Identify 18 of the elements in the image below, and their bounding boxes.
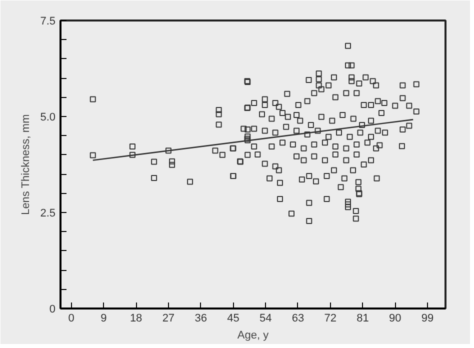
- y-tick-label: 7.5: [40, 16, 56, 28]
- y-axis-title: Lens Thickness, mm: [20, 114, 32, 215]
- x-tick-label: 90: [389, 312, 402, 324]
- x-tick-label: 63: [292, 312, 304, 324]
- x-tick-label: 72: [324, 312, 336, 324]
- x-axis-title: Age, y: [237, 330, 270, 342]
- y-tick-label: 2.5: [40, 208, 56, 220]
- x-tick-label: 99: [421, 312, 434, 324]
- x-tick-label: 9: [100, 312, 107, 324]
- x-tick-label: 54: [259, 312, 272, 324]
- x-tick-label: 0: [68, 312, 74, 324]
- x-tick-label: 36: [194, 312, 207, 324]
- y-tick-label: 5.0: [40, 112, 56, 124]
- x-tick-label: 18: [130, 312, 142, 324]
- x-tick-label: 45: [227, 312, 240, 324]
- y-tick-label: 0: [49, 304, 56, 316]
- x-tick-label: 27: [162, 312, 175, 324]
- x-tick-label: 81: [356, 312, 369, 324]
